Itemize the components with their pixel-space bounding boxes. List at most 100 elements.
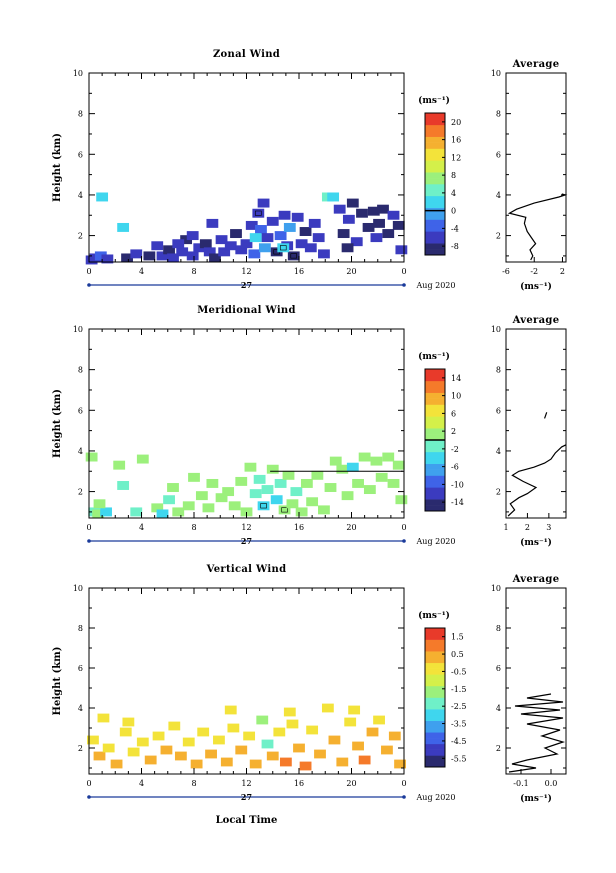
profile-y-tick-label: 8: [496, 110, 501, 119]
heatmap-cell: [188, 472, 200, 482]
colorbar-swatch: [425, 738, 445, 745]
colorbar-swatch: [425, 374, 445, 382]
colorbar-swatch: [425, 380, 445, 388]
y-tick-label: 4: [78, 704, 83, 713]
x-axis: 0 4 8 12 16 20 0: [86, 329, 407, 532]
colorbar-tick-label: 4: [451, 189, 456, 198]
heatmap-cell: [392, 460, 405, 470]
profile-x-tick-label: -6: [502, 267, 510, 276]
profile-plot: Average 2 4 6 8 10 -6 -2 2 (ms⁻¹): [491, 59, 568, 292]
heatmap-cell: [240, 239, 253, 249]
heatmap-cell: [266, 751, 279, 761]
y-axis: 2 4 6 8 10 Height (km): [52, 584, 404, 769]
colorbar-swatch: [425, 493, 445, 500]
heatmap-cell: [245, 220, 258, 230]
colorbar-swatch: [425, 398, 445, 405]
y-tick-label: 4: [78, 191, 83, 200]
heatmap-cell: [258, 243, 271, 253]
heatmap-cell: [346, 198, 359, 208]
heatmap-cell: [87, 735, 99, 745]
heatmap-cell: [273, 727, 286, 737]
colorbar-swatch: [425, 142, 445, 149]
profile-y-tick-label: 6: [496, 664, 501, 673]
heatmap-cell: [256, 715, 269, 725]
y-tick-label: 6: [78, 150, 83, 159]
heatmap-cell: [202, 503, 215, 513]
colorbar-swatch: [425, 668, 445, 675]
contour-mark: [255, 210, 262, 216]
heatmap-cell: [215, 493, 228, 503]
profile-y-tick-label: 4: [496, 704, 501, 713]
profile-y-tick-label: 6: [496, 150, 501, 159]
heatmap-cell: [222, 487, 235, 497]
heatmap-cell: [235, 745, 248, 755]
heatmap-cell: [117, 481, 130, 490]
heatmap-cell: [151, 241, 164, 251]
colorbar-tick-label: -4: [451, 224, 459, 233]
heatmap-cell: [266, 464, 279, 474]
heatmap-cell: [121, 253, 133, 263]
heatmap-cell: [136, 737, 149, 747]
heatmap-cell: [306, 725, 319, 735]
heatmap-cell: [130, 507, 143, 517]
x-tick-label: 16: [294, 779, 304, 788]
colorbar-swatch: [425, 709, 445, 716]
colorbar-swatch: [425, 392, 445, 399]
y-axis: 2 4 6 8 10 Height (km): [52, 69, 404, 257]
heatmap-cell: [283, 707, 296, 717]
contour-mark: [279, 245, 287, 251]
heatmap-cell: [230, 229, 242, 239]
colorbar-tick-label: 0.5: [451, 650, 464, 659]
heatmap-cell: [394, 759, 406, 769]
y-tick-label: 8: [78, 366, 83, 375]
heatmap-cell: [85, 452, 98, 462]
x-tick-label: 8: [191, 779, 196, 788]
heatmap-cell: [113, 460, 126, 470]
x-tick-label: 0: [86, 267, 91, 276]
heatmap-cell: [96, 192, 109, 202]
heatmap-cell: [388, 731, 401, 741]
month-label: Aug 2020: [416, 537, 456, 546]
colorbar-swatch: [425, 213, 445, 220]
colorbar-swatch: [425, 249, 445, 256]
heatmap-cell: [274, 231, 287, 241]
colorbar-unit: (ms⁻¹): [418, 95, 450, 106]
colorbar-swatch: [425, 422, 445, 429]
heatmap-cell: [295, 507, 308, 517]
profile-frame: [505, 587, 567, 775]
colorbar-tick-label: 12: [451, 153, 461, 162]
heatmap-cell: [257, 198, 270, 208]
heatmap-cell: [248, 249, 261, 259]
y-tick-label: 6: [78, 406, 83, 415]
colorbar-swatch: [425, 410, 445, 417]
colorbar-swatch: [425, 172, 445, 179]
heatmap-cells: [85, 192, 408, 265]
heatmap-cell: [199, 239, 212, 249]
heatmap-cell: [318, 505, 330, 515]
x-tick-label: 4: [139, 779, 144, 788]
colorbar-swatch: [425, 201, 445, 208]
colorbar-swatch: [425, 732, 445, 739]
heatmap-cell: [205, 749, 217, 759]
colorbar-swatch: [425, 639, 445, 646]
y-tick-label: 2: [78, 488, 83, 497]
colorbar-tick-label: -14: [451, 498, 464, 507]
colorbar-swatch: [425, 237, 445, 244]
day-axis-end-dot: [402, 539, 406, 543]
colorbar-swatch: [425, 691, 445, 698]
heatmap-cell: [172, 239, 185, 249]
contour-mark: [281, 507, 288, 513]
colorbar-swatch: [425, 160, 445, 167]
heatmap-cell: [213, 735, 225, 745]
heatmap-cell: [100, 507, 112, 517]
contour-mark: [260, 503, 267, 509]
heatmap-cells: [85, 452, 408, 519]
colorbar-swatch: [425, 499, 445, 506]
colorbar-tick-label: 14: [451, 374, 461, 383]
profile-y-tick-label: 2: [496, 488, 501, 497]
heatmap-cell: [324, 483, 337, 492]
heatmap-cell: [362, 222, 375, 232]
colorbar-swatch: [425, 154, 445, 161]
